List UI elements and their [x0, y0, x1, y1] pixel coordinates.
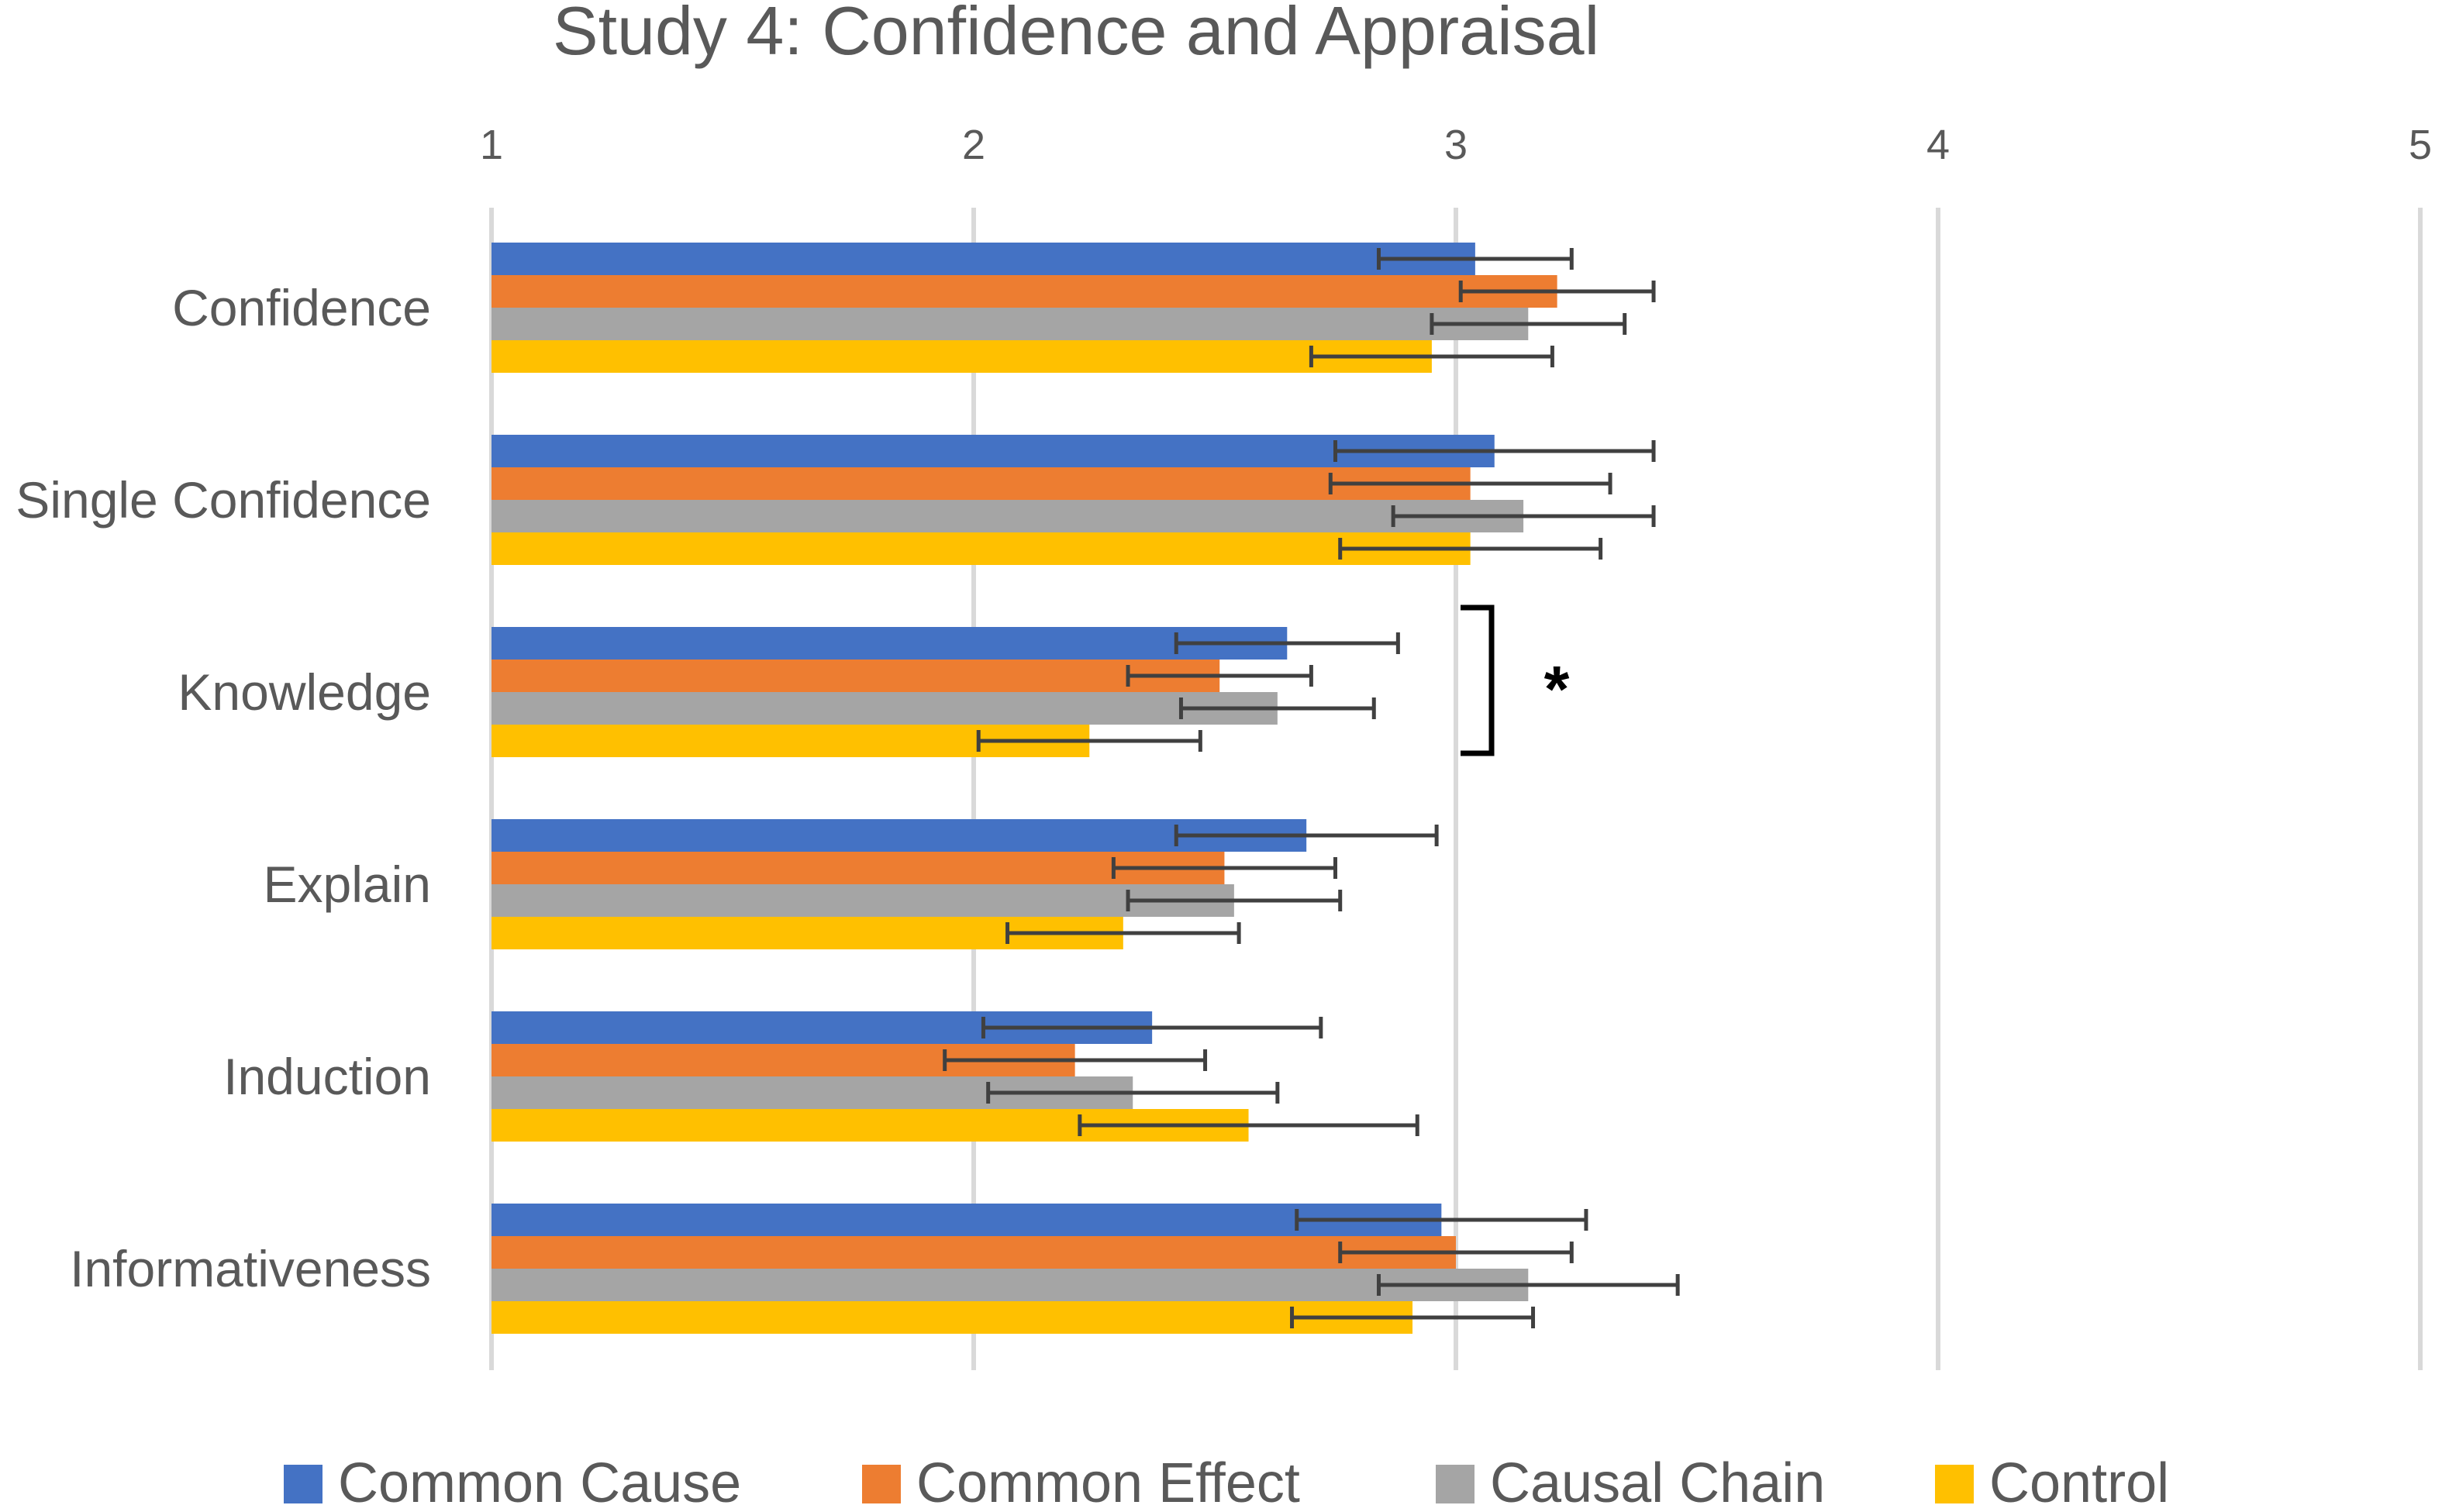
bar: [492, 500, 1524, 532]
error-bar: [1078, 1114, 1419, 1136]
bar: [492, 243, 1475, 275]
bar: [492, 308, 1529, 340]
bar: [492, 435, 1495, 467]
bar: [492, 1236, 1456, 1269]
bar: [492, 340, 1432, 373]
bar: [492, 692, 1278, 725]
bar: [492, 819, 1307, 852]
bar: [492, 1301, 1413, 1334]
legend: Common Cause Common Effect Causal Chain Con…: [284, 1452, 2169, 1512]
x-tick-label: 1: [480, 122, 503, 168]
category-label: Informativeness: [70, 1240, 431, 1297]
legend-swatch: [862, 1465, 901, 1503]
error-bar: [1376, 248, 1574, 270]
legend-label: Common Effect: [916, 1452, 1300, 1512]
chart-title: Study 4: Confidence and Appraisal: [553, 0, 1599, 69]
error-bar: [1174, 632, 1400, 654]
category-label: Confidence: [172, 279, 431, 336]
error-bar: [1111, 857, 1337, 879]
gridlines: [489, 208, 2423, 1370]
error-bar: [986, 1082, 1280, 1104]
legend-label: Common Cause: [338, 1452, 741, 1512]
bar: [492, 627, 1288, 660]
bars: [492, 243, 1557, 1334]
error-bar: [1290, 1307, 1536, 1328]
x-tick-label: 3: [1444, 122, 1468, 168]
category-label: Explain: [264, 856, 431, 913]
error-bar: [1295, 1209, 1588, 1231]
error-bars: [943, 248, 1680, 1328]
x-tick-label: 5: [2409, 122, 2432, 168]
category-label: Induction: [223, 1048, 431, 1105]
x-axis-ticks: 1 2 3 4 5: [480, 122, 2432, 168]
error-bar: [1309, 346, 1554, 367]
legend-swatch: [1436, 1465, 1475, 1503]
error-bar: [981, 1017, 1323, 1038]
legend-label: Control: [1989, 1452, 2169, 1512]
error-bar: [1126, 665, 1313, 687]
error-bar: [1458, 281, 1656, 302]
bar: [492, 275, 1557, 308]
significance-star: *: [1544, 653, 1570, 725]
bar: [492, 467, 1471, 500]
error-bar: [976, 730, 1202, 752]
legend-label: Causal Chain: [1490, 1452, 1825, 1512]
error-bar: [943, 1049, 1208, 1071]
error-bar: [1333, 440, 1656, 462]
bar: [492, 852, 1225, 884]
category-label: Single Confidence: [16, 471, 431, 529]
category-label: Knowledge: [178, 663, 431, 721]
error-bar: [1174, 825, 1439, 846]
bar: [492, 1269, 1529, 1301]
bar: [492, 660, 1220, 692]
bar: [492, 884, 1234, 917]
significance-annotation: *: [1461, 604, 1570, 756]
error-bar: [1338, 1242, 1574, 1263]
error-bar: [1376, 1274, 1680, 1296]
legend-item: Common Effect: [862, 1452, 1300, 1512]
error-bar: [1430, 313, 1627, 335]
bar: [492, 532, 1471, 565]
error-bar: [1005, 922, 1241, 944]
legend-item: Causal Chain: [1436, 1452, 1825, 1512]
significance-bracket: [1461, 604, 1495, 756]
legend-swatch: [1935, 1465, 1974, 1503]
x-tick-label: 4: [1926, 122, 1950, 168]
legend-item: Control: [1935, 1452, 2169, 1512]
legend-swatch: [284, 1465, 322, 1503]
bar: [492, 1204, 1442, 1236]
x-tick-label: 2: [962, 122, 985, 168]
error-bar: [1391, 505, 1656, 527]
legend-item: Common Cause: [284, 1452, 741, 1512]
error-bar: [1126, 890, 1343, 911]
error-bar: [1338, 538, 1603, 560]
error-bar: [1178, 697, 1376, 719]
error-bar: [1328, 473, 1612, 494]
category-labels: Confidence Single Confidence Knowledge Expl…: [16, 279, 431, 1297]
